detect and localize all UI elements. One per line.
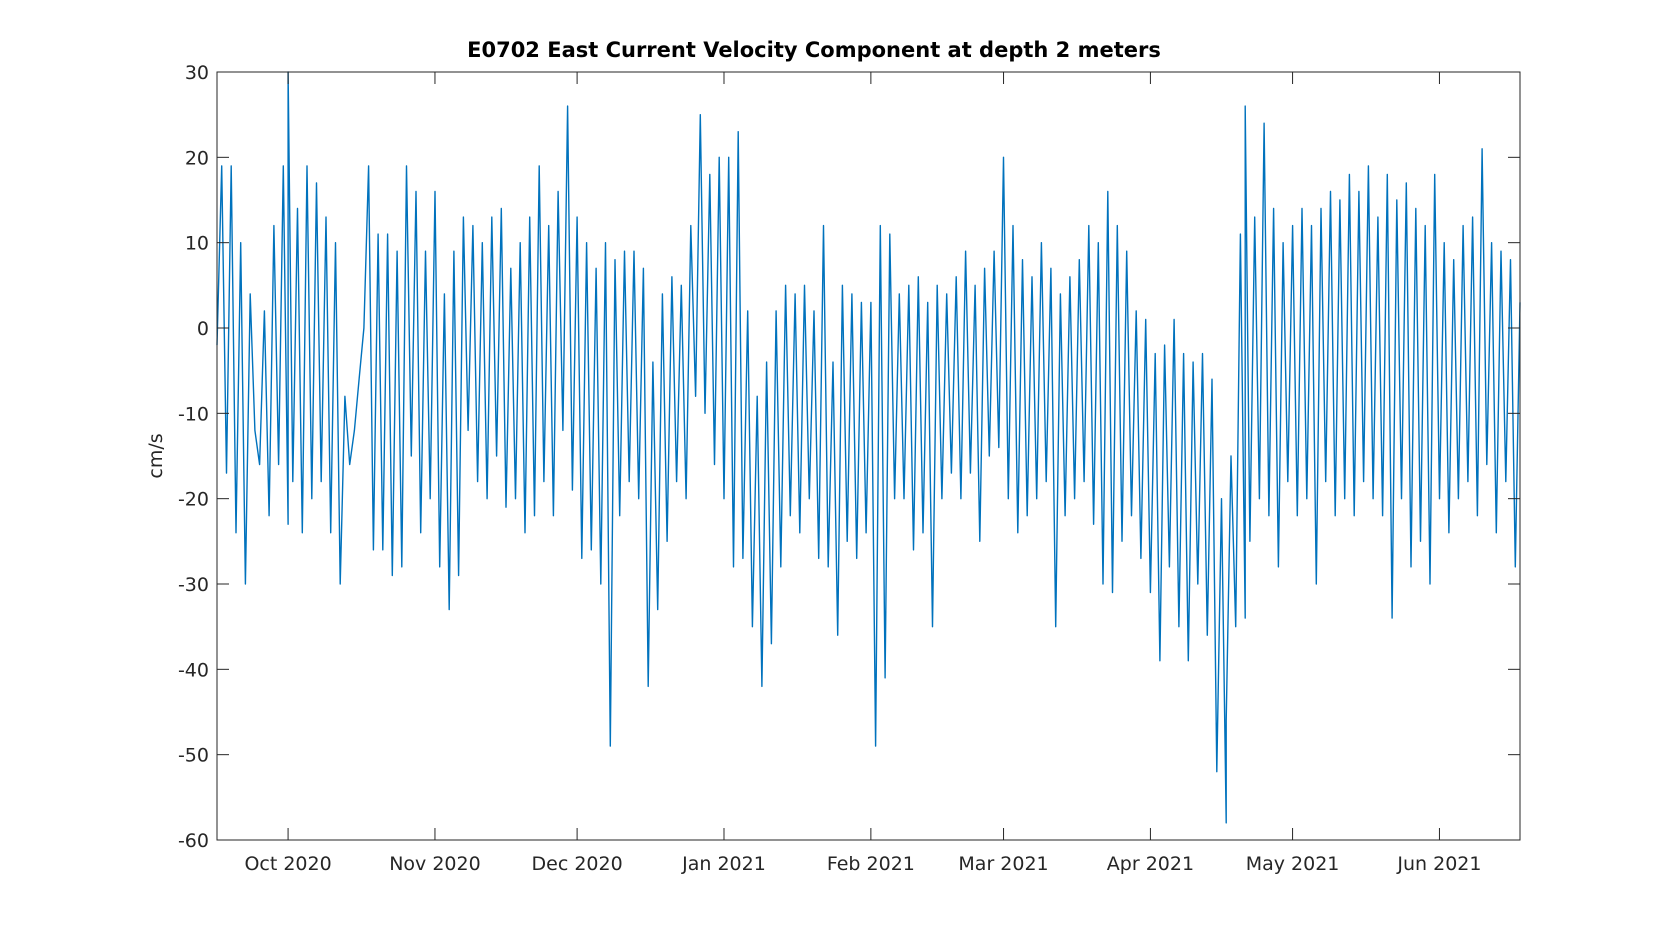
series-line-0	[216, 71, 1521, 824]
x-axis-ticks: Oct 2020 Nov 2020 Dec 2020 Jan 2021 Feb 2021…	[244, 72, 1481, 875]
x-tick-label: Nov 2020	[389, 853, 480, 875]
y-tick-label: 0	[197, 318, 209, 340]
y-tick-label: -40	[178, 659, 209, 681]
chart-title: E0702 East Current Velocity Component at…	[467, 38, 1161, 62]
y-tick-label: -50	[178, 745, 209, 767]
x-tick-label: Jan 2021	[681, 853, 766, 875]
y-axis-ticks: 30 20 10 0 -10 -20 -30 -40 -50 -60	[178, 62, 1520, 852]
x-tick-label: Feb 2021	[827, 853, 915, 875]
x-tick-label: Jun 2021	[1396, 853, 1481, 875]
y-tick-label: 20	[185, 147, 209, 169]
plot-area: 30 20 10 0 -10 -20 -30 -40 -50 -60 Oct 2020 Nov 20…	[178, 62, 1521, 875]
series-layer	[216, 71, 1521, 824]
x-tick-label: Mar 2021	[958, 853, 1048, 875]
x-tick-label: Apr 2021	[1107, 853, 1194, 875]
x-tick-label: Oct 2020	[244, 853, 331, 875]
y-axis-label: cm/s	[145, 433, 167, 478]
y-tick-label: 30	[185, 62, 209, 84]
y-tick-label: 10	[185, 233, 209, 255]
x-tick-label: Dec 2020	[532, 853, 623, 875]
y-tick-label: -10	[178, 403, 209, 425]
axes-background	[217, 72, 1520, 840]
axes-frame	[216, 71, 1521, 841]
y-tick-label: -30	[178, 574, 209, 596]
x-tick-label: May 2021	[1246, 853, 1340, 875]
y-tick-label: -20	[178, 489, 209, 511]
y-tick-label: -60	[178, 830, 209, 852]
